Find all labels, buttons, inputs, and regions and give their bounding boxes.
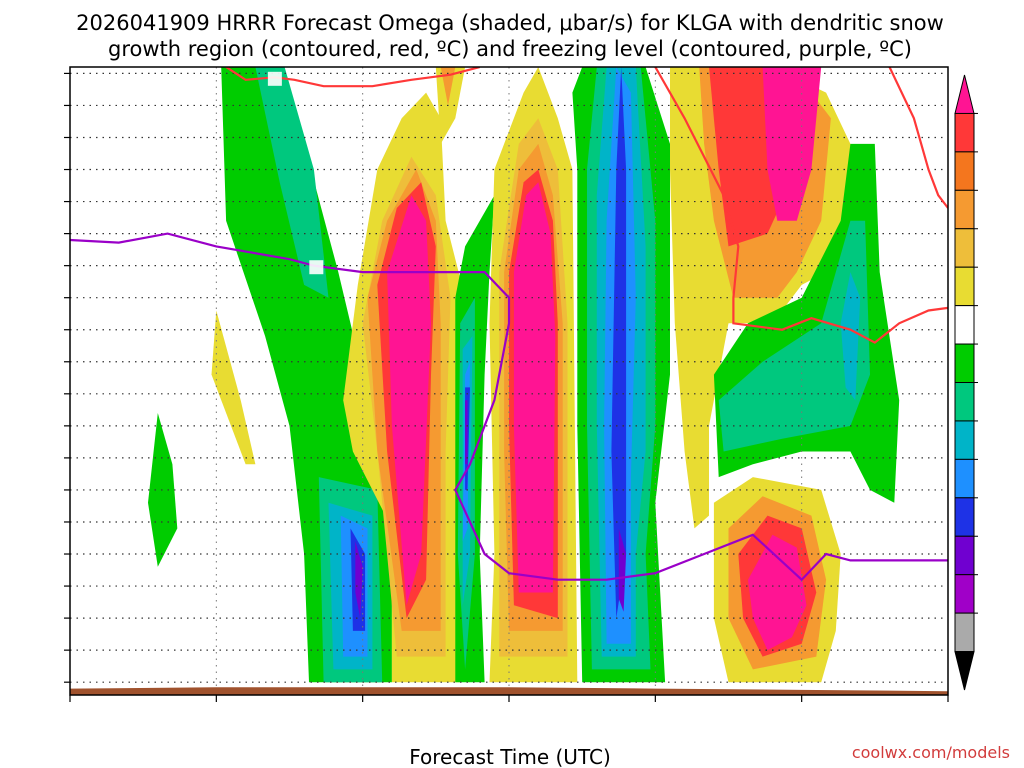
freezing-level-0c-line: [70, 232, 948, 582]
dendritic-growth-minus12-line-2: [654, 67, 948, 344]
colorbar-band-10: [954, 458, 975, 499]
colorbar-band-3: [954, 189, 975, 230]
colorbar-band-12: [954, 535, 975, 576]
dendritic-growth-minus12-line-3: [888, 67, 948, 209]
colorbar-band-4: [954, 228, 975, 268]
omega-neg-lowleft-0: [148, 413, 178, 567]
x-axis-title: Forecast Time (UTC): [409, 745, 611, 768]
colorbar-band-6: [954, 305, 975, 345]
omega-pos-p1-m-13: [387, 195, 431, 606]
dendritic-growth-minus12-line: [225, 67, 480, 88]
colorbar-band-0: [954, 74, 975, 114]
omega-pos-p2-m-26: [513, 182, 556, 593]
gridlines: [70, 67, 948, 695]
freezing-level-0c-line-label-bg: [309, 260, 324, 275]
omega-pos-lowleft-1: [211, 310, 256, 465]
omega-pos-top1-14: [435, 67, 466, 144]
chart-axes: [64, 66, 949, 702]
colorbar-band-8: [954, 382, 975, 422]
colorbar-band-5: [954, 266, 975, 307]
omega-pos-p4-m-43: [748, 534, 807, 651]
omega-pos-p3-m-36: [762, 67, 822, 221]
colorbar-band-15: [954, 651, 975, 691]
colorbar-band-11: [954, 497, 975, 537]
omega-neg-w1-cyan-3: [255, 67, 329, 298]
credit-link[interactable]: coolwx.com/models: [852, 743, 1010, 762]
omega-neg-w3-db-31: [611, 67, 627, 619]
colorbar-band-13: [954, 574, 975, 614]
dendritic-growth-minus12-line-label-bg: [267, 71, 282, 86]
omega-neg-w3-p-32: [618, 528, 627, 612]
terrain-band: [70, 687, 948, 695]
omega-neg-w2-p-21: [465, 400, 468, 465]
colorbar-band-9: [954, 420, 975, 460]
plot-content: [70, 67, 948, 695]
plot-area: [70, 67, 948, 695]
colorbar-band-1: [954, 112, 975, 153]
colorbar-band-7: [954, 343, 975, 383]
colorbar-band-2: [954, 151, 975, 191]
chart-title-line-2: growth region (contoured, red, ºC) and f…: [108, 37, 912, 61]
omega-neg-w1-low5-8: [355, 541, 363, 619]
colorbar: [954, 74, 978, 691]
omega-neg-w4-c-38: [718, 220, 870, 452]
colorbar-band-14: [954, 612, 975, 653]
chart-title-line-1: 2026041909 HRRR Forecast Omega (shaded, …: [76, 11, 944, 35]
omega-neg-w4-b-39: [840, 272, 861, 401]
